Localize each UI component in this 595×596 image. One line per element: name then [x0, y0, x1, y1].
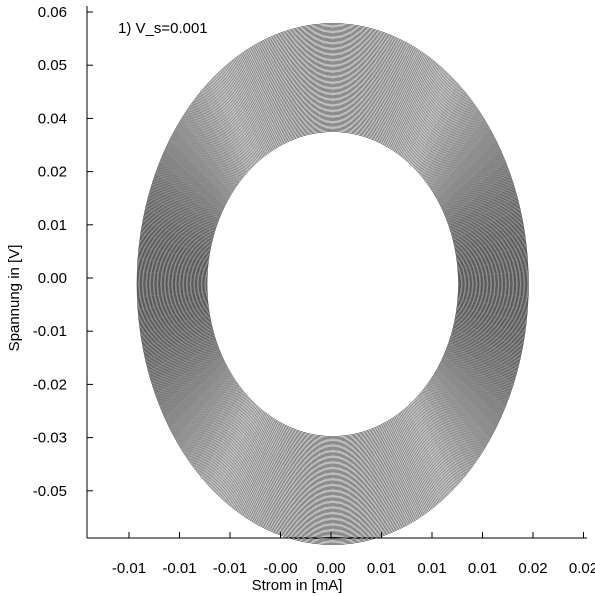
orbit-loop: [190, 105, 476, 463]
y-tick-label: 0.01: [38, 217, 67, 234]
y-tick-label: 0.02: [38, 164, 67, 181]
orbit-loop: [143, 32, 523, 536]
orbit-loop: [183, 94, 483, 474]
orbit-loop: [184, 96, 481, 471]
orbit-loop: [191, 107, 474, 460]
orbit-loop: [198, 118, 467, 450]
orbit-loop: [206, 130, 459, 437]
orbit-loop: [189, 104, 477, 465]
orbit-loop: [137, 23, 528, 544]
orbit-loop: [192, 109, 473, 460]
x-tick-label: -0.00: [263, 560, 297, 577]
orbit-loop: [198, 117, 468, 451]
y-tick-label: -0.01: [33, 323, 67, 340]
y-tick-label: -0.05: [33, 483, 67, 500]
orbit-loop: [200, 121, 466, 448]
orbit-loop: [205, 128, 461, 440]
y-tick-label: -0.02: [33, 376, 67, 393]
orbit-loop: [187, 100, 479, 468]
x-tick-label: -0.01: [112, 560, 146, 577]
orbit-loop: [197, 116, 469, 452]
x-tick-label: -0.01: [162, 560, 196, 577]
orbit-loop: [194, 112, 471, 456]
orbit-loop: [180, 90, 485, 477]
x-ticks: -0.01 -0.01 -0.01 -0.00 0.00 0.01 0.01 0.01 0.02…: [112, 532, 595, 577]
orbit-loop: [181, 92, 484, 477]
x-tick-label: 0.02: [518, 560, 547, 577]
chart-annotation: 1) V_s=0.001: [118, 20, 208, 37]
orbit-loop: [187, 101, 478, 467]
x-tick-label: 0.02: [569, 560, 595, 577]
orbit-loop: [207, 132, 458, 437]
x-axis-title: Strom in [mA]: [252, 577, 343, 594]
x-tick-label: 0.00: [316, 560, 345, 577]
orbit-loop: [201, 123, 463, 445]
orbit-loop: [195, 113, 470, 454]
x-tick-label: 0.01: [468, 560, 497, 577]
y-tick-label: -0.03: [33, 430, 67, 447]
orbit-loop: [204, 127, 462, 441]
y-tick-label: 0.05: [38, 57, 67, 74]
orbit-loop: [196, 115, 469, 454]
orbit-loop: [205, 129, 460, 439]
orbit-loop: [186, 99, 480, 469]
x-tick-label: 0.01: [417, 560, 446, 577]
y-tick-label: 0.00: [38, 270, 67, 287]
orbit-loop: [182, 93, 484, 476]
x-tick-label: -0.01: [213, 560, 247, 577]
orbit-loop: [190, 106, 474, 462]
orbit-loops: [137, 23, 528, 544]
orbit-loop: [199, 120, 466, 449]
orbit-loop: [202, 124, 463, 443]
y-axis-title: Spannung in [V]: [6, 245, 23, 352]
y-tick-label: 0.06: [38, 4, 67, 21]
orbit-loop: [203, 126, 462, 443]
y-tick-label: 0.04: [38, 110, 67, 127]
orbit-loop: [193, 110, 473, 459]
x-tick-label: 0.01: [367, 560, 396, 577]
orbit-loop: [183, 95, 482, 473]
orbit-loop: [188, 102, 477, 465]
orbit-loop: [185, 98, 480, 471]
y-ticks: 0.06 0.05 0.04 0.02 0.01 0.00 -0.01 -0.02 -0.03 -…: [33, 4, 93, 500]
orbit-loop: [194, 111, 472, 457]
orbit-loop: [201, 122, 465, 446]
